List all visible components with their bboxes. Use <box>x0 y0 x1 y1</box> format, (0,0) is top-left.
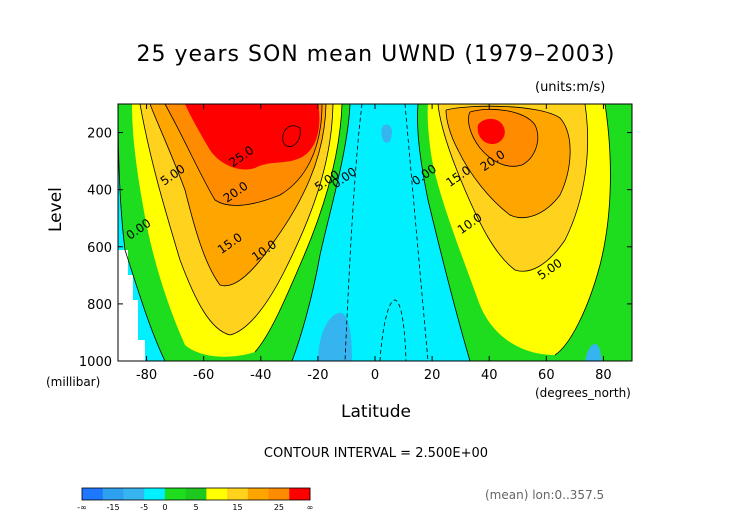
x-tick-label: 40 <box>481 368 498 383</box>
contour-band-neg <box>118 104 632 361</box>
contour-line <box>282 125 301 147</box>
colorbar-tick-label: 5 <box>193 503 198 512</box>
x-tick-label: 60 <box>538 368 555 383</box>
colorbar-swatch <box>164 488 187 500</box>
colorbar-swatch <box>123 488 145 500</box>
colorbar-swatch <box>144 488 166 500</box>
nh-jet-core <box>477 118 505 145</box>
sh-band-0-5 <box>118 104 350 361</box>
plot-frame <box>117 103 633 362</box>
contour-label: 25.0 <box>226 143 256 170</box>
chart-title: 25 years SON mean UWND (1979–2003) <box>136 42 616 67</box>
colorbar-tick-label: -∞ <box>77 503 87 512</box>
contour-label: 20.0 <box>221 179 251 206</box>
colorbar-tick-label: ∞ <box>307 503 314 512</box>
colorbar-tick-label: 25 <box>274 503 284 512</box>
colorbar-swatch <box>102 488 124 500</box>
contour-line <box>118 104 166 361</box>
x-tick-label: 0 <box>371 368 379 383</box>
contour-line <box>164 104 323 206</box>
colorbar-swatch <box>82 488 104 500</box>
x-tick-label: -20 <box>307 368 328 383</box>
contour-line <box>149 104 327 287</box>
y-tick-label: 1000 <box>79 355 112 370</box>
contour-line <box>254 104 343 353</box>
contour-interval-note: CONTOUR INTERVAL = 2.500E+00 <box>263 446 489 461</box>
sh-band-10-15 <box>140 104 333 335</box>
averaging-note: (mean) lon:0..357.5 <box>485 488 605 502</box>
contour-line <box>291 104 351 361</box>
x-tick-label: -40 <box>250 368 271 383</box>
negative-contour-lines <box>344 104 429 361</box>
x-tick-label: -60 <box>193 368 214 383</box>
contour-label: 10.0 <box>455 210 485 237</box>
neg-patch-upper <box>381 124 392 143</box>
nh-band-0-5 <box>417 104 632 361</box>
y-axis-unit: (millibar) <box>46 375 101 389</box>
colorbar-frame <box>81 487 311 501</box>
contour-line <box>445 105 571 219</box>
contour-label: 5.00 <box>312 167 342 194</box>
contour-label: 15.0 <box>443 163 473 190</box>
sh-band-20-25 <box>165 104 322 206</box>
contour-line <box>379 299 407 361</box>
sh-band-5-10 <box>132 104 342 357</box>
units-label: (units:m/s) <box>535 80 606 95</box>
y-tick-label: 400 <box>87 184 112 199</box>
contour-label: 5.00 <box>158 162 188 189</box>
x-axis-label: Latitude <box>341 402 411 422</box>
contour-label: 0.00 <box>329 164 359 191</box>
x-tick-label: -80 <box>136 368 157 383</box>
colorbar-swatch <box>247 488 270 500</box>
neg-patch-sfc <box>318 312 352 361</box>
contour-line <box>344 104 363 361</box>
sh-jet-core <box>185 104 320 170</box>
contour-label: 10.0 <box>249 237 279 264</box>
contour-label: 0.00 <box>409 162 439 189</box>
contour-label: 20.0 <box>478 147 508 174</box>
contour-line <box>139 104 334 336</box>
colorbar-tick-label: 0 <box>162 503 167 512</box>
nh-band-15-20 <box>446 106 571 218</box>
nh-band-10-15 <box>438 104 588 272</box>
colorbar-tick-label: 15 <box>232 503 242 512</box>
contour-label: 5.00 <box>535 256 565 283</box>
contour-lines <box>118 104 611 361</box>
y-axis-label: Level <box>46 187 66 232</box>
colorbar-swatch <box>268 488 290 500</box>
y-tick-label: 200 <box>87 127 112 142</box>
neg-patch-sfc-nh <box>585 343 602 361</box>
contour-line <box>468 108 539 167</box>
colorbar-tick-label: -15 <box>107 503 120 512</box>
y-tick-label: 800 <box>87 298 112 313</box>
colorbar-swatch <box>206 488 228 500</box>
y-tick-label: 600 <box>87 241 112 256</box>
nh-band-5-10 <box>427 104 611 355</box>
contour-line <box>417 104 471 361</box>
contour-line <box>404 104 429 361</box>
x-tick-label: 80 <box>595 368 612 383</box>
colorbar-swatch <box>227 488 249 500</box>
colorbar-tick-label: -5 <box>140 503 148 512</box>
colorbar-swatch <box>289 488 311 500</box>
contour-label: 0.00 <box>124 216 154 243</box>
contour-label: 15.0 <box>215 230 245 257</box>
missing-data <box>118 250 145 361</box>
axes: -80 -60 -40 -20 0 20 40 60 80 200 400 600 800 1000 <box>79 104 632 383</box>
colorbar: -∞ -15 -5 0 5 15 25 ∞ <box>77 487 314 512</box>
contour-line <box>437 104 589 272</box>
filled-contours <box>118 104 632 361</box>
contour-line <box>554 104 611 356</box>
x-tick-label: 20 <box>424 368 441 383</box>
nh-band-20-25 <box>468 109 538 167</box>
contour-labels: 25.020.015.0 10.05.00 5.000.000.00 0.0020.0… <box>124 143 565 283</box>
colorbar-swatch <box>185 488 207 500</box>
x-axis-unit: (degrees_north) <box>535 386 631 400</box>
sh-band-15-20 <box>150 104 326 286</box>
